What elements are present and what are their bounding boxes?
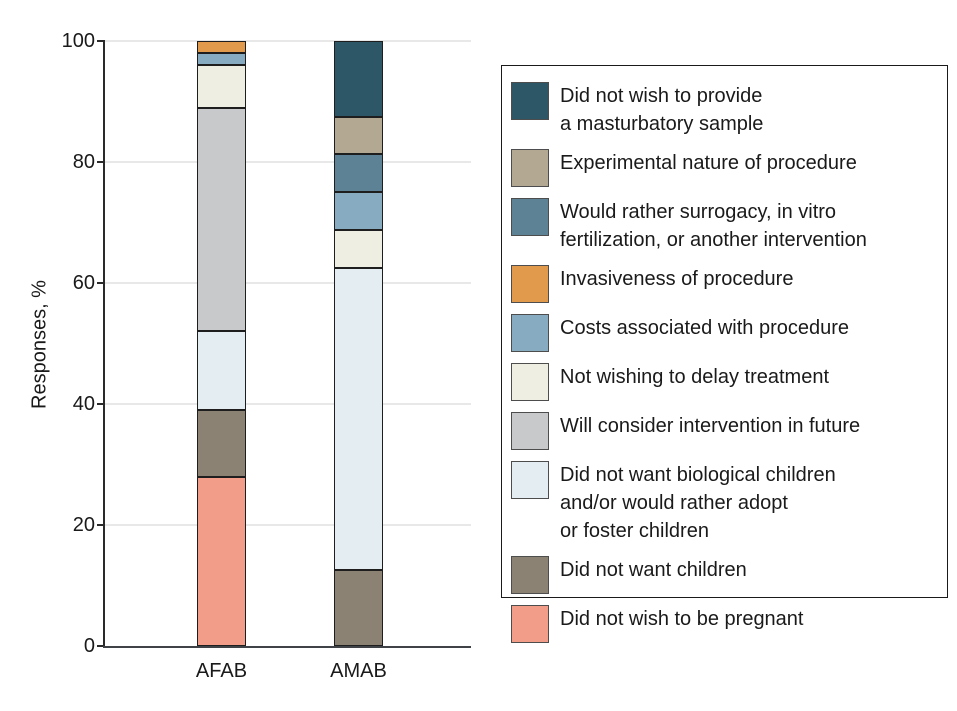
- legend-label: Did not want biological children and/or w…: [560, 464, 836, 542]
- legend-box: Did not wish to provide a masturbatory sa…: [501, 65, 948, 643]
- legend-item: Invasiveness of procedure: [511, 265, 937, 303]
- legend-swatch: [511, 412, 549, 450]
- bar-segment-amab: [334, 570, 383, 646]
- bar-segment-amab: [334, 230, 383, 268]
- bar-segment-afab: [197, 476, 246, 646]
- legend-label: Not wishing to delay treatment: [560, 366, 830, 388]
- x-category-label-afab: AFAB: [195, 660, 248, 682]
- gridline-20: [105, 524, 471, 526]
- y-tick-label-20: 20: [72, 514, 95, 536]
- legend-item: Costs associated with procedure: [511, 314, 937, 352]
- y-tick-100: [97, 40, 105, 42]
- legend-item: Did not want children: [511, 556, 937, 594]
- y-tick-label-40: 40: [72, 393, 95, 415]
- y-tick-40: [97, 403, 105, 405]
- y-tick-20: [97, 524, 105, 526]
- legend-label: Experimental nature of procedure: [560, 152, 857, 174]
- y-tick-60: [97, 282, 105, 284]
- y-tick-label-80: 80: [72, 151, 95, 173]
- bar-segment-afab: [197, 41, 246, 54]
- bar-segment-afab: [197, 331, 246, 411]
- legend-swatch: [511, 82, 549, 120]
- x-axis-line: [103, 646, 471, 648]
- y-tick-label-100: 100: [61, 30, 95, 52]
- gridline-60: [105, 282, 471, 284]
- legend-swatch: [511, 363, 549, 401]
- bar-segment-amab: [334, 267, 383, 571]
- legend-item: Did not wish to be pregnant: [511, 605, 937, 643]
- bar-segment-amab: [334, 116, 383, 155]
- legend-label: Did not wish to be pregnant: [560, 608, 804, 630]
- y-tick-0: [97, 645, 105, 647]
- legend-swatch: [511, 605, 549, 643]
- gridline-40: [105, 403, 471, 405]
- legend-item: Would rather surrogacy, in vitro fertiliz…: [511, 198, 937, 254]
- x-category-label-amab: AMAB: [330, 660, 387, 682]
- legend-label: Costs associated with procedure: [560, 317, 850, 339]
- gridline-80: [105, 161, 471, 163]
- legend-swatch: [511, 556, 549, 594]
- legend-label: Did not want children: [560, 559, 747, 581]
- y-tick-label-60: 60: [72, 272, 95, 294]
- legend-label: Did not wish to provide a masturbatory sa…: [560, 85, 764, 135]
- legend-item: Will consider intervention in future: [511, 412, 937, 450]
- legend-label: Will consider intervention in future: [560, 415, 861, 437]
- legend-swatch: [511, 149, 549, 187]
- legend-label: Invasiveness of procedure: [560, 268, 794, 290]
- bar-segment-amab: [334, 41, 383, 117]
- legend-swatch: [511, 461, 549, 499]
- legend-item: Did not want biological children and/or w…: [511, 461, 937, 545]
- bar-segment-afab: [197, 107, 246, 332]
- bar-segment-afab: [197, 65, 246, 108]
- legend-label: Would rather surrogacy, in vitro fertiliz…: [560, 201, 867, 251]
- legend-item: Experimental nature of procedure: [511, 149, 937, 187]
- bar-segment-amab: [334, 154, 383, 193]
- bar-segment-amab: [334, 192, 383, 231]
- gridline-100: [105, 40, 471, 42]
- y-axis-line: [103, 41, 105, 648]
- y-tick-label-0: 0: [83, 635, 95, 657]
- legend-swatch: [511, 314, 549, 352]
- bar-segment-afab: [197, 410, 246, 477]
- legend-item: Not wishing to delay treatment: [511, 363, 937, 401]
- y-tick-80: [97, 161, 105, 163]
- legend-swatch: [511, 265, 549, 303]
- legend-item: Did not wish to provide a masturbatory sa…: [511, 82, 937, 138]
- legend-swatch: [511, 198, 549, 236]
- bar-segment-afab: [197, 53, 246, 66]
